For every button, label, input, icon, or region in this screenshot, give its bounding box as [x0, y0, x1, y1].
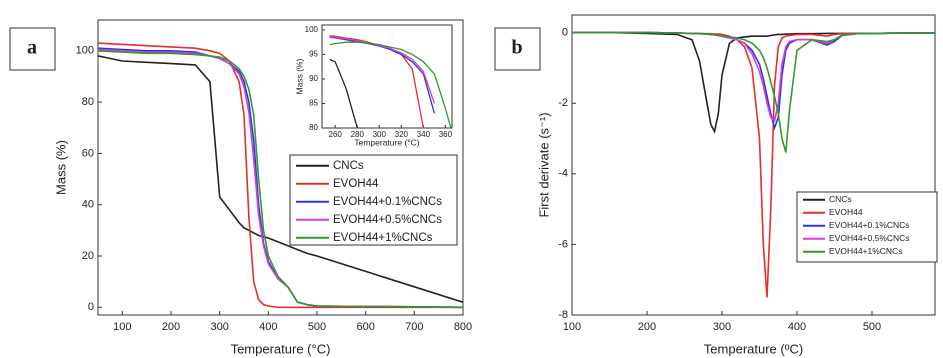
- series-line: [329, 41, 452, 128]
- y-axis-title: Mass (%): [53, 140, 68, 195]
- y-tick-label: 80: [82, 96, 94, 108]
- y-tick-label: 85: [309, 99, 318, 108]
- legend-label: EVOH44+0.1%CNCs: [333, 196, 442, 208]
- x-tick-label: 200: [162, 321, 180, 333]
- y-tick-label: -4: [558, 168, 568, 180]
- y-tick-label: 0: [88, 301, 94, 313]
- x-axis-title: Temperature (ºC): [704, 341, 803, 356]
- x-tick-label: 800: [454, 321, 472, 333]
- y-axis-title: First derivate (s⁻¹): [536, 112, 551, 217]
- y-tick-label: 80: [309, 123, 318, 132]
- legend-label: EVOH44: [333, 178, 379, 190]
- panel-label: a: [27, 37, 37, 59]
- x-tick-label: 360: [439, 130, 453, 139]
- y-tick-label: -8: [558, 309, 568, 321]
- series-line: [329, 36, 436, 104]
- legend-box: [796, 191, 938, 263]
- legend-label: EVOH44+0.5%CNCs: [333, 214, 442, 226]
- x-tick-label: 500: [308, 321, 326, 333]
- legend-label: EVOH44+1%CNCs: [829, 246, 902, 256]
- plot-area: [571, 14, 936, 316]
- x-tick-label: 340: [417, 130, 431, 139]
- x-tick-label: 100: [563, 321, 581, 333]
- y-axis-title: Mass (%): [294, 58, 304, 94]
- legend-label: EVOH44+1%CNCs: [333, 232, 433, 244]
- series-line: [329, 58, 358, 128]
- series-line: [98, 50, 463, 309]
- series-line: [98, 55, 463, 303]
- x-tick-label: 300: [210, 321, 228, 333]
- x-tick-label: 260: [329, 130, 343, 139]
- y-tick-label: 40: [82, 199, 94, 211]
- x-tick-label: 500: [863, 321, 881, 333]
- x-tick-label: 100: [113, 321, 131, 333]
- x-axis-title: Temperature (°C): [354, 137, 419, 147]
- y-tick-label: 90: [309, 74, 318, 83]
- y-tick-label: 100: [305, 25, 319, 34]
- x-tick-label: 700: [405, 321, 423, 333]
- y-tick-label: 100: [76, 45, 94, 57]
- y-tick-label: 60: [82, 147, 94, 159]
- legend-label: CNCs: [829, 194, 852, 204]
- y-tick-label: -6: [558, 238, 568, 250]
- x-tick-label: 300: [373, 130, 387, 139]
- y-tick-label: 0: [562, 27, 568, 39]
- panel-label: b: [511, 37, 522, 59]
- series-line: [98, 42, 463, 309]
- x-tick-label: 400: [788, 321, 806, 333]
- x-tick-label: 200: [638, 321, 656, 333]
- legend-box: [289, 154, 458, 246]
- series-line: [572, 31, 935, 134]
- x-tick-label: 320: [395, 130, 409, 139]
- x-tick-label: 400: [259, 321, 277, 333]
- y-tick-label: -2: [558, 97, 568, 109]
- legend-label: CNCs: [333, 160, 364, 172]
- panel-label-box: [494, 27, 541, 71]
- x-tick-label: 600: [356, 321, 374, 333]
- series-line: [572, 31, 935, 153]
- x-tick-label: 280: [351, 130, 365, 139]
- legend-label: EVOH44: [829, 207, 863, 217]
- panel-label-box: [9, 27, 56, 71]
- y-tick-label: 20: [82, 250, 94, 262]
- x-tick-label: 300: [713, 321, 731, 333]
- legend-label: EVOH44+0.5%CNCs: [829, 233, 910, 243]
- x-axis-title: Temperature (°C): [231, 341, 331, 356]
- legend-label: EVOH44+0.1%CNCs: [829, 220, 910, 230]
- y-tick-label: 95: [309, 50, 318, 59]
